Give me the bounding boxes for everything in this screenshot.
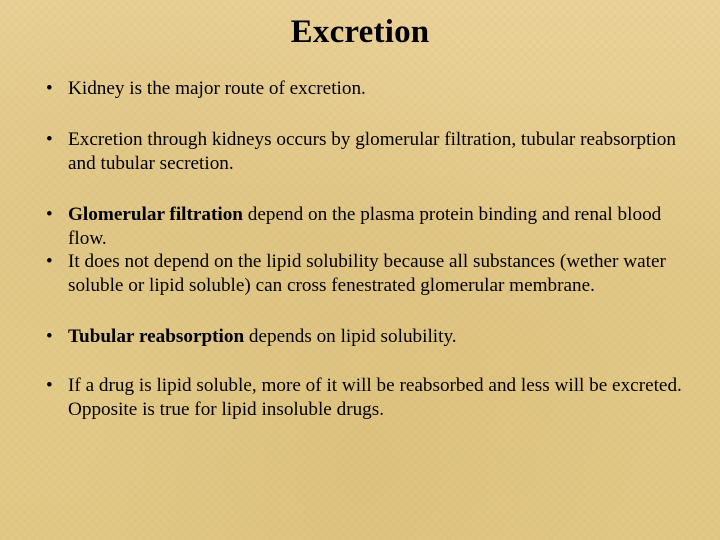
bullet-text-run: Kidney is the major route of excretion. (68, 78, 366, 99)
bullet-item: Excretion through kidneys occurs by glom… (46, 128, 692, 175)
spacer (46, 297, 692, 325)
bullet-item: If a drug is lipid soluble, more of it w… (46, 374, 692, 421)
spacer (46, 100, 692, 128)
bullet-item: It does not depend on the lipid solubili… (46, 250, 692, 297)
bullet-list: Kidney is the major route of excretion. E… (28, 77, 692, 421)
bullet-text-run: Tubular reabsorption (68, 326, 249, 347)
spacer (46, 348, 692, 374)
bullet-text-run: depends on lipid solubility. (249, 326, 457, 347)
slide-title: Excretion (28, 14, 692, 51)
bullet-text-run: It does not depend on the lipid solubili… (68, 251, 666, 295)
bullet-item: Glomerular filtration depend on the plas… (46, 203, 692, 250)
bullet-text-run: Glomerular filtration (68, 204, 243, 225)
bullet-item: Kidney is the major route of excretion. (46, 77, 692, 100)
spacer (46, 175, 692, 203)
bullet-text-run: If a drug is lipid soluble, more of it w… (68, 375, 682, 419)
bullet-text-run: Excretion through kidneys occurs by glom… (68, 129, 676, 173)
bullet-item: Tubular reabsorption depends on lipid so… (46, 325, 692, 348)
